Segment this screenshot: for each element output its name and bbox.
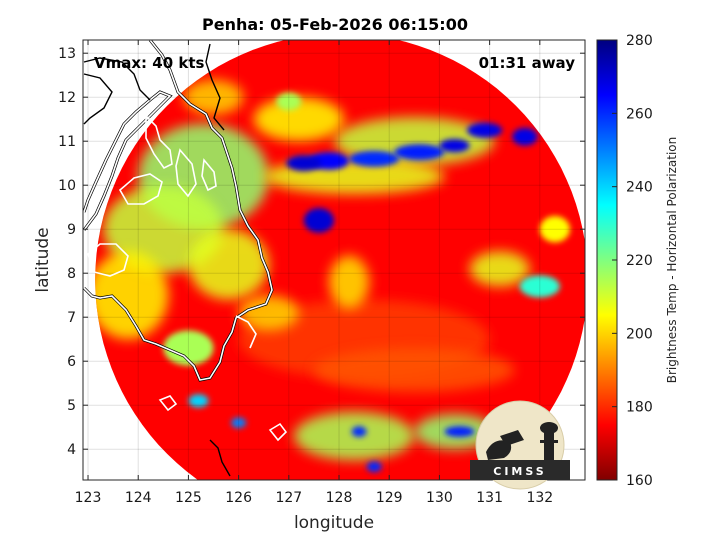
tb-feature-12 xyxy=(238,295,299,331)
tb-feature-17 xyxy=(349,150,400,167)
x-tick-label: 127 xyxy=(275,490,302,506)
tb-feature-30 xyxy=(366,461,382,473)
y-axis: 4 5 6 7 8 9 10 11 12 13 xyxy=(58,46,585,458)
y-tick-label: 9 xyxy=(67,222,76,238)
tb-feature-8 xyxy=(188,229,269,300)
tb-feature-26 xyxy=(439,139,470,153)
colorbar-tick-label: 180 xyxy=(626,400,653,416)
y-tick-label: 12 xyxy=(58,90,76,106)
y-tick-label: 13 xyxy=(58,46,76,62)
time-away-annotation: 01:31 away xyxy=(479,54,576,72)
vmax-annotation: Vmax: 40 kts xyxy=(94,54,204,72)
x-tick-label: 124 xyxy=(125,490,152,506)
x-tick-label: 125 xyxy=(175,490,202,506)
tb-feature-5 xyxy=(95,251,169,340)
tb-feature-22 xyxy=(286,155,322,172)
y-tick-label: 7 xyxy=(67,310,76,326)
y-tick-label: 5 xyxy=(67,398,76,414)
x-tick-label: 126 xyxy=(225,490,252,506)
tb-feature-18 xyxy=(394,144,445,161)
tb-feature-23 xyxy=(467,122,503,138)
tb-feature-13 xyxy=(469,251,530,287)
x-tick-label: 131 xyxy=(476,490,503,506)
x-axis: 123 124 125 126 127 128 129 130 131 132 xyxy=(75,40,553,506)
x-tick-label: 130 xyxy=(426,490,453,506)
x-tick-label: 132 xyxy=(526,490,553,506)
y-tick-label: 10 xyxy=(58,178,76,194)
tb-feature-16 xyxy=(519,275,560,298)
x-axis-label: longitude xyxy=(294,513,374,533)
tb-feature-31 xyxy=(231,417,247,429)
colorbar-tick-label: 280 xyxy=(626,33,653,49)
cimss-logo: CIMSS xyxy=(470,400,570,490)
axes-frame xyxy=(82,39,586,481)
x-tick-label: 128 xyxy=(326,490,353,506)
colorbar-tick-label: 200 xyxy=(626,326,653,342)
tb-feature-11 xyxy=(329,255,370,309)
y-tick-label: 4 xyxy=(67,442,76,458)
grid xyxy=(83,40,585,480)
heatmap-swath xyxy=(95,40,585,480)
tb-feature-29 xyxy=(351,426,367,437)
y-tick-label: 8 xyxy=(67,266,76,282)
tb-feature-27 xyxy=(444,426,475,437)
x-tick-label: 129 xyxy=(376,490,403,506)
tb-feature-7 xyxy=(293,411,415,461)
tb-feature-3 xyxy=(313,348,515,392)
coastline xyxy=(83,40,288,477)
colorbar-tick-label: 160 xyxy=(626,473,653,489)
tb-feature-28 xyxy=(188,394,209,408)
tb-feature-15 xyxy=(163,330,214,366)
y-tick-label: 6 xyxy=(67,354,76,370)
colorbar-tick-label: 260 xyxy=(626,106,653,122)
y-axis-label: latitude xyxy=(33,227,53,292)
tb-feature-24 xyxy=(512,128,538,146)
colorbar-label: Brightness Temp - Horizontal Polarizatio… xyxy=(665,137,679,384)
tb-feature-25 xyxy=(276,92,302,111)
cimss-logo-text: CIMSS xyxy=(493,465,546,478)
tb-feature-14 xyxy=(183,79,244,115)
y-tick-label: 11 xyxy=(58,134,76,150)
colorbar: 160 180 200 220 240 260 280 Brightness Temp - … xyxy=(596,33,679,489)
tb-feature-20 xyxy=(303,208,334,233)
tb-feature-9 xyxy=(253,97,345,142)
colorbar-tick-label: 240 xyxy=(626,180,653,196)
x-tick-label: 123 xyxy=(75,490,102,506)
chart-title: Penha: 05-Feb-2026 06:15:00 xyxy=(202,15,468,34)
colorbar-tick-label: 220 xyxy=(626,253,653,269)
tb-feature-19 xyxy=(539,216,571,243)
